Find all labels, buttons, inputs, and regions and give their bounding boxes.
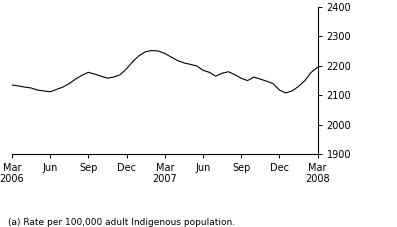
Text: (a) Rate per 100,000 adult Indigenous population.: (a) Rate per 100,000 adult Indigenous po… [8,218,235,227]
